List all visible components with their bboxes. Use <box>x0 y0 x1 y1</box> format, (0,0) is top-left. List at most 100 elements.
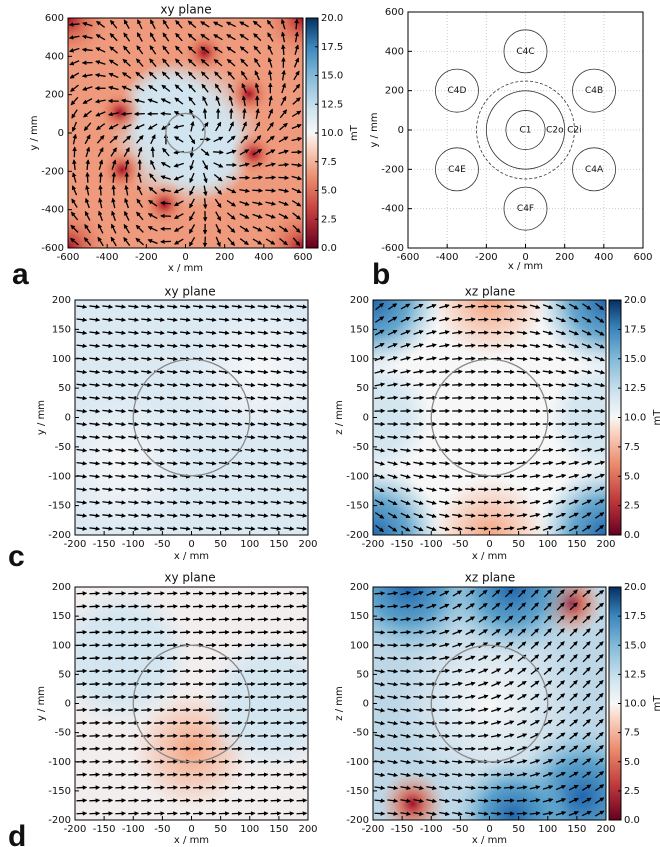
y-tick-label: 100 <box>52 640 71 651</box>
field-arrow <box>179 343 191 349</box>
field-arrow <box>257 395 269 401</box>
field-arrow <box>555 473 567 479</box>
field-arrow <box>72 172 77 183</box>
y-tick-label: 400 <box>385 46 404 57</box>
field-arrow <box>205 343 217 349</box>
chart-title: xz plane <box>465 285 516 299</box>
field-arrow <box>218 330 230 336</box>
y-tick-label: 0 <box>363 413 369 424</box>
field-arrow <box>205 356 217 362</box>
x-tick-label: 200 <box>298 539 317 550</box>
field-arrow <box>134 85 145 92</box>
field-arrow <box>529 304 541 310</box>
field-arrow <box>188 96 196 106</box>
field-arrow <box>239 33 249 41</box>
field-arrow <box>174 84 184 93</box>
colorbar-tick-label: 12.5 <box>624 669 646 680</box>
field-arrow <box>121 111 132 117</box>
field-arrow <box>555 356 567 362</box>
field-arrow <box>167 317 178 322</box>
colorbar-tick-label: 17.5 <box>624 324 646 335</box>
field-arrow <box>160 98 171 104</box>
field-arrow <box>85 197 90 209</box>
field-arrow <box>102 448 114 453</box>
field-arrow <box>280 31 286 43</box>
y-tick-label: -100 <box>346 471 369 482</box>
field-arrow <box>167 408 178 414</box>
y-tick-label: 200 <box>385 86 404 97</box>
field-arrow <box>218 408 230 414</box>
field-arrow <box>141 369 152 375</box>
field-arrow <box>148 84 158 92</box>
circle <box>485 90 566 170</box>
field-arrow <box>374 434 386 440</box>
field-arrow <box>179 448 191 453</box>
field-arrow <box>465 526 476 531</box>
x-tick-label: 200 <box>555 252 574 263</box>
x-tick-label: 600 <box>293 252 312 263</box>
field-arrow <box>231 487 243 492</box>
field-arrow <box>154 500 165 505</box>
field-arrow <box>115 304 127 309</box>
field-arrow <box>200 58 210 67</box>
field-arrow <box>452 526 463 531</box>
field-arrow <box>188 236 196 247</box>
field-arrow <box>189 198 195 209</box>
field-arrow <box>154 317 165 322</box>
field-arrow <box>452 382 463 388</box>
field-arrow <box>452 500 463 505</box>
field-arrow <box>179 434 191 440</box>
field-arrow <box>205 317 217 322</box>
field-arrow <box>179 304 191 309</box>
field-arrow <box>529 317 541 323</box>
field-arrow <box>292 97 301 105</box>
field-arrow <box>231 526 243 531</box>
field-arrow <box>413 694 425 700</box>
field-arrow <box>98 210 103 221</box>
field-arrow <box>252 148 263 156</box>
field-arrow <box>241 121 247 132</box>
field-arrow <box>218 500 230 505</box>
field-arrow <box>214 186 222 195</box>
field-arrow <box>529 512 541 518</box>
field-arrow <box>529 473 541 479</box>
field-arrow <box>218 513 230 518</box>
field-arrow <box>270 474 282 479</box>
field-arrow <box>241 83 247 94</box>
field-arrow <box>102 382 114 388</box>
field-arrow <box>108 111 119 117</box>
field-arrow <box>226 34 236 41</box>
field-arrow <box>542 356 554 362</box>
field-arrow <box>192 330 204 336</box>
field-arrow <box>529 486 541 492</box>
x-axis-label: x / mm <box>472 551 507 562</box>
field-arrow <box>121 98 132 104</box>
field-arrow <box>115 526 127 531</box>
field-arrow <box>218 356 230 362</box>
x-tick-label: 0 <box>188 539 194 550</box>
y-tick-label: 150 <box>350 324 369 335</box>
field-arrow <box>374 329 385 336</box>
field-arrow <box>529 330 541 336</box>
circle-label: C4C <box>516 47 534 57</box>
y-tick-label: 50 <box>58 383 71 394</box>
field-arrow <box>252 238 263 245</box>
field-arrow <box>542 499 554 505</box>
field-arrow <box>108 72 119 79</box>
field-arrow <box>413 356 424 361</box>
field-arrow <box>252 213 263 219</box>
field-arrow <box>192 461 204 466</box>
field-arrow <box>149 173 157 183</box>
field-arrow <box>213 136 224 143</box>
field-arrow <box>231 317 243 322</box>
x-tick-label: -400 <box>96 252 119 263</box>
field-arrow <box>98 159 104 170</box>
field-arrow <box>189 147 195 158</box>
field-arrow <box>244 513 256 518</box>
field-arrow <box>294 18 299 30</box>
field-arrow <box>257 513 269 518</box>
field-arrow <box>179 317 191 322</box>
circle-label: C4F <box>517 204 534 214</box>
field-arrow <box>154 343 165 349</box>
x-tick-label: 400 <box>254 252 273 263</box>
